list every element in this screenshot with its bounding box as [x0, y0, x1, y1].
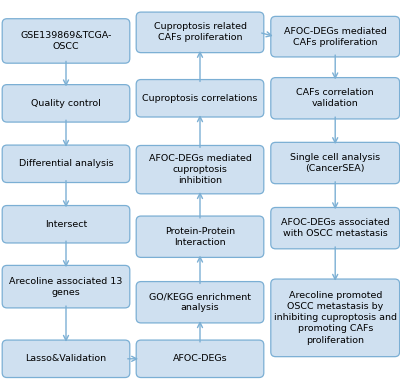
FancyBboxPatch shape — [271, 279, 400, 356]
Text: GO/KEGG enrichment
analysis: GO/KEGG enrichment analysis — [149, 292, 251, 312]
Text: Differential analysis: Differential analysis — [19, 159, 113, 168]
FancyBboxPatch shape — [271, 207, 400, 249]
FancyBboxPatch shape — [2, 340, 130, 378]
FancyBboxPatch shape — [2, 85, 130, 122]
FancyBboxPatch shape — [136, 12, 264, 53]
Text: Lasso&Validation: Lasso&Validation — [26, 354, 106, 363]
FancyBboxPatch shape — [271, 142, 400, 184]
FancyBboxPatch shape — [271, 78, 400, 119]
Text: Arecoline promoted
OSCC metastasis by
inhibiting cuproptosis and
promoting CAFs
: Arecoline promoted OSCC metastasis by in… — [274, 291, 397, 344]
FancyBboxPatch shape — [136, 282, 264, 323]
FancyBboxPatch shape — [2, 145, 130, 183]
Text: Intersect: Intersect — [45, 220, 87, 229]
FancyBboxPatch shape — [136, 340, 264, 378]
FancyBboxPatch shape — [136, 216, 264, 257]
Text: Arecoline associated 13
genes: Arecoline associated 13 genes — [9, 277, 123, 297]
Text: Cuproptosis correlations: Cuproptosis correlations — [142, 94, 258, 103]
Text: Quality control: Quality control — [31, 99, 101, 108]
FancyBboxPatch shape — [2, 19, 130, 63]
FancyBboxPatch shape — [271, 16, 400, 57]
Text: Single cell analysis
(CancerSEA): Single cell analysis (CancerSEA) — [290, 153, 380, 173]
Text: AFOC-DEGs mediated
CAFs proliferation: AFOC-DEGs mediated CAFs proliferation — [284, 27, 387, 47]
FancyBboxPatch shape — [136, 145, 264, 194]
FancyBboxPatch shape — [2, 206, 130, 243]
Text: AFOC-DEGs associated
with OSCC metastasis: AFOC-DEGs associated with OSCC metastasi… — [281, 218, 390, 238]
Text: AFOC-DEGs: AFOC-DEGs — [173, 354, 227, 363]
Text: AFOC-DEGs mediated
cuproptosis
inhibition: AFOC-DEGs mediated cuproptosis inhibitio… — [148, 154, 252, 185]
FancyBboxPatch shape — [136, 80, 264, 117]
FancyBboxPatch shape — [2, 265, 130, 308]
Text: Protein-Protein
Interaction: Protein-Protein Interaction — [165, 227, 235, 247]
Text: CAFs correlation
validation: CAFs correlation validation — [296, 88, 374, 108]
Text: GSE139869&TCGA-
OSCC: GSE139869&TCGA- OSCC — [20, 31, 112, 51]
Text: Cuproptosis related
CAFs proliferation: Cuproptosis related CAFs proliferation — [154, 22, 246, 43]
